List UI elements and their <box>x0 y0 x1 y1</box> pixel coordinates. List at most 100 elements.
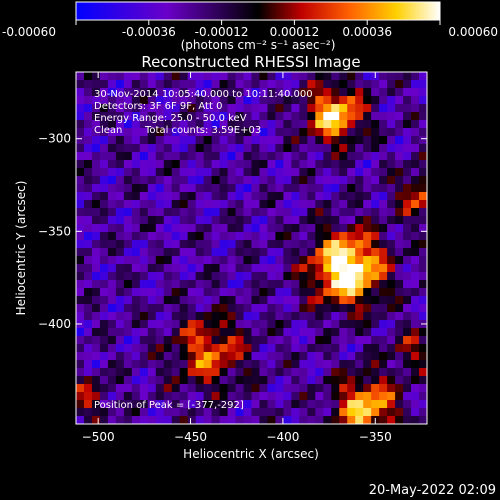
heatmap-cell <box>283 216 292 225</box>
heatmap-cell <box>419 408 427 417</box>
heatmap-cell <box>331 192 340 201</box>
heatmap-cell <box>235 88 245 97</box>
heatmap-cell <box>371 384 380 393</box>
heatmap-cell <box>187 72 197 81</box>
heatmap-cell <box>115 160 125 169</box>
heatmap-cell <box>123 240 133 249</box>
heatmap-cell <box>331 320 340 329</box>
heatmap-cell <box>387 360 396 369</box>
heatmap-cell <box>163 320 173 329</box>
heatmap-cell <box>315 240 324 249</box>
heatmap-cell <box>131 304 141 313</box>
heatmap-cell <box>379 352 388 361</box>
heatmap-cell <box>155 192 165 201</box>
heatmap-cell <box>347 416 356 424</box>
heatmap-cell <box>371 184 380 193</box>
heatmap-cell <box>275 224 284 233</box>
heatmap-cell <box>235 376 245 385</box>
heatmap-cell <box>155 104 165 113</box>
heatmap-cell <box>299 96 308 105</box>
heatmap-cell <box>99 312 109 321</box>
heatmap-cell <box>91 400 101 409</box>
heatmap-cell <box>267 136 276 145</box>
heatmap-cell <box>83 304 93 313</box>
heatmap-cell <box>291 168 300 177</box>
heatmap-cell <box>419 192 427 201</box>
heatmap-cell <box>363 120 372 129</box>
heatmap-cell <box>379 288 388 297</box>
heatmap-cell <box>355 80 364 89</box>
heatmap-cell <box>243 296 252 305</box>
heatmap-cell <box>195 104 205 113</box>
heatmap-cell <box>99 192 109 201</box>
heatmap-cell <box>115 288 125 297</box>
heatmap-cell <box>211 104 221 113</box>
heatmap-cell <box>347 336 356 345</box>
heatmap-cell <box>99 392 109 401</box>
heatmap-cell <box>371 376 380 385</box>
heatmap-cell <box>331 416 340 424</box>
heatmap-cell <box>291 384 300 393</box>
heatmap-cell <box>83 288 93 297</box>
heatmap-cell <box>267 88 276 97</box>
heatmap-cell <box>251 408 260 417</box>
heatmap-cell <box>395 96 404 105</box>
heatmap-cell <box>243 376 252 385</box>
heatmap-cell <box>243 240 252 249</box>
heatmap-cell <box>123 352 133 361</box>
heatmap-cell <box>76 120 85 129</box>
heatmap-cell <box>155 360 165 369</box>
heatmap-cell <box>187 376 197 385</box>
heatmap-cell <box>363 344 372 353</box>
heatmap-cell <box>307 408 316 417</box>
heatmap-cell <box>171 376 181 385</box>
heatmap-cell <box>403 312 412 321</box>
heatmap-cell <box>76 328 85 337</box>
heatmap-cell <box>203 216 213 225</box>
heatmap-cell <box>147 296 157 305</box>
heatmap-cell <box>371 112 380 121</box>
heatmap-cell <box>219 272 229 281</box>
heatmap-cell <box>163 88 173 97</box>
heatmap-cell <box>123 232 133 241</box>
heatmap-cell <box>291 392 300 401</box>
heatmap-cell <box>411 144 420 153</box>
heatmap-cell <box>251 112 260 121</box>
heatmap-cell <box>203 168 213 177</box>
heatmap-cell <box>243 128 252 137</box>
heatmap-cell <box>315 360 324 369</box>
heatmap-cell <box>267 240 276 249</box>
heatmap-cell <box>131 104 141 113</box>
heatmap-cell <box>331 280 340 289</box>
heatmap-cell <box>243 136 252 145</box>
heatmap-cell <box>387 168 396 177</box>
heatmap-cell <box>91 184 101 193</box>
heatmap-cell <box>195 272 205 281</box>
heatmap-cell <box>291 400 300 409</box>
heatmap-cell <box>91 352 101 361</box>
heatmap-cell <box>347 272 356 281</box>
heatmap-cell <box>403 328 412 337</box>
heatmap-cell <box>235 328 245 337</box>
heatmap-cell <box>91 336 101 345</box>
heatmap-cell <box>371 280 380 289</box>
heatmap-cell <box>243 184 252 193</box>
heatmap-cell <box>363 352 372 361</box>
heatmap-cell <box>131 184 141 193</box>
heatmap-cell <box>419 152 427 161</box>
heatmap-cell <box>163 408 173 417</box>
heatmap-cell <box>155 344 165 353</box>
heatmap-cell <box>395 176 404 185</box>
heatmap-cell <box>419 208 427 217</box>
heatmap-cell <box>171 320 181 329</box>
heatmap-cell <box>83 168 93 177</box>
heatmap-cell <box>99 304 109 313</box>
heatmap-cell <box>347 352 356 361</box>
heatmap-cell <box>235 384 245 393</box>
heatmap-cell <box>363 384 372 393</box>
heatmap-cell <box>131 240 141 249</box>
heatmap-cell <box>107 400 117 409</box>
heatmap-cell <box>339 280 348 289</box>
heatmap-cell <box>347 112 356 121</box>
heatmap-cell <box>219 288 229 297</box>
